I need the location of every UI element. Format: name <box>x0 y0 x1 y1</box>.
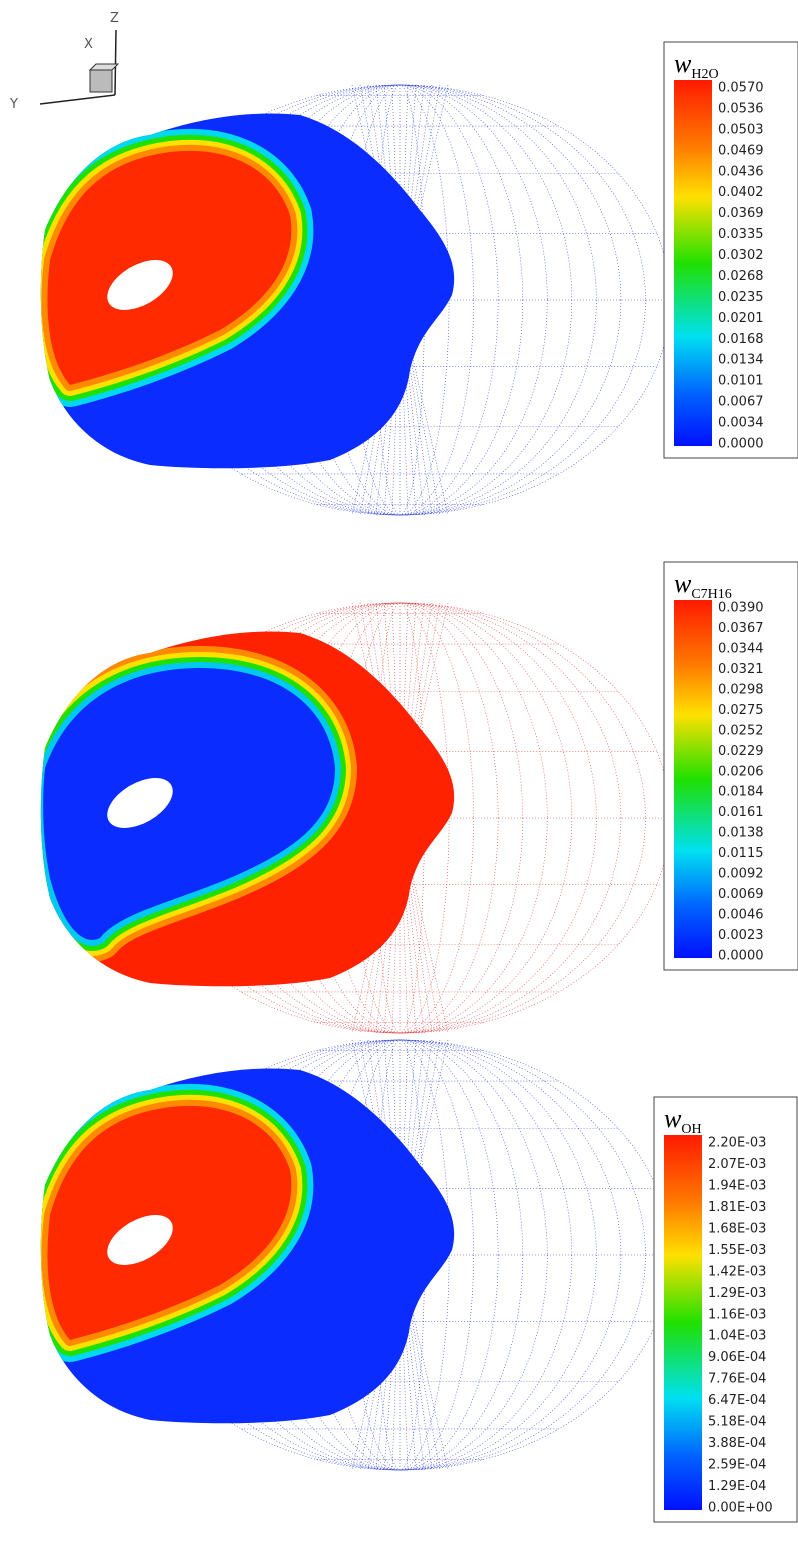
legend-tick-label: 0.0268 <box>718 269 764 284</box>
axis-label: Y <box>9 97 18 112</box>
legend-tick-label: 0.0570 <box>718 81 764 96</box>
legend-symbol: w <box>664 1104 682 1133</box>
legend-tick-label: 2.59E-04 <box>708 1458 766 1473</box>
legend-tick-label: 0.0092 <box>718 867 764 882</box>
legend-tick-label: 1.68E-03 <box>708 1221 766 1236</box>
legend-tick-label: 6.47E-04 <box>708 1393 766 1408</box>
legend-tick-label: 1.04E-03 <box>708 1329 766 1344</box>
legend-tick-label: 1.42E-03 <box>708 1264 766 1279</box>
legend-tick-label: 0.0275 <box>718 703 764 718</box>
contour-surface <box>0 0 500 500</box>
legend-tick-label: 0.0369 <box>718 206 764 221</box>
legend-tick-label: 0.0168 <box>718 332 764 347</box>
colorbar <box>664 1135 702 1510</box>
legend-tick-label: 1.94E-03 <box>708 1178 766 1193</box>
legend-tick-label: 0.0298 <box>718 682 764 697</box>
legend: wC7H160.03900.03670.03440.03210.02980.02… <box>664 562 798 970</box>
legend-tick-label: 7.76E-04 <box>708 1372 766 1387</box>
legend-tick-label: 2.07E-03 <box>708 1157 766 1172</box>
legend-tick-label: 0.0069 <box>718 887 764 902</box>
legend-tick-label: 0.0367 <box>718 621 764 636</box>
legend-tick-label: 0.0536 <box>718 101 764 116</box>
legend-tick-label: 0.0034 <box>718 416 764 431</box>
legend-tick-label: 2.20E-03 <box>708 1136 766 1151</box>
legend-tick-label: 1.16E-03 <box>708 1307 766 1322</box>
legend-tick-label: 1.29E-04 <box>708 1479 766 1494</box>
legend-tick-label: 1.81E-03 <box>708 1200 766 1215</box>
legend-symbol: w <box>674 569 692 598</box>
legend-subscript: H2O <box>691 67 718 82</box>
legend-tick-label: 0.0436 <box>718 164 764 179</box>
legend-tick-label: 0.0503 <box>718 122 764 137</box>
axis-label: Z <box>110 11 119 26</box>
legend-tick-label: 0.0134 <box>718 353 764 368</box>
plot-panel <box>0 518 670 1033</box>
legend-tick-label: 0.0235 <box>718 290 764 305</box>
axes-triad: Y X Z <box>9 11 119 112</box>
legend-tick-label: 0.0229 <box>718 744 764 759</box>
legend-tick-label: 0.0252 <box>718 723 764 738</box>
legend-tick-label: 0.0046 <box>718 908 764 923</box>
legend-tick-label: 0.0161 <box>718 805 764 820</box>
axis-label: X <box>84 37 93 52</box>
colorbar <box>674 600 712 958</box>
colorbar <box>674 80 712 446</box>
legend-tick-label: 0.0000 <box>718 949 764 964</box>
legend-tick-label: 0.0184 <box>718 785 764 800</box>
legend-tick-label: 0.0201 <box>718 311 764 326</box>
legend-tick-label: 5.18E-04 <box>708 1415 766 1430</box>
legend: wOH 2.20E-03 2.07E-03 1.94E-03 1.81E-03 1.68E… <box>654 1097 797 1522</box>
legend-tick-label: 0.0206 <box>718 764 764 779</box>
legend-tick-label: 0.0000 <box>718 437 764 452</box>
legend-tick-label: 0.0138 <box>718 826 764 841</box>
legend-symbol: w <box>674 49 692 78</box>
legend-tick-label: 0.0402 <box>718 185 764 200</box>
legend-tick-label: 9.06E-04 <box>708 1350 766 1365</box>
legend-tick-label: 0.0335 <box>718 227 764 242</box>
legend-tick-label: 0.0101 <box>718 374 764 389</box>
legend-tick-label: 0.0115 <box>718 846 764 861</box>
legend-tick-label: 0.0023 <box>718 928 764 943</box>
legend-tick-label: 0.0321 <box>718 662 764 677</box>
legend-tick-label: 0.0469 <box>718 143 764 158</box>
legend-tick-label: 3.88E-04 <box>708 1436 766 1451</box>
legend-tick-label: 0.0390 <box>718 601 764 616</box>
legend-tick-label: 0.0302 <box>718 248 764 263</box>
legend-tick-label: 0.00E+00 <box>708 1501 773 1516</box>
legend-tick-label: 1.55E-03 <box>708 1243 766 1258</box>
legend-tick-label: 0.0344 <box>718 641 764 656</box>
plot-panel <box>0 955 670 1470</box>
legend-tick-label: 0.0067 <box>718 395 764 410</box>
contour-surface <box>0 518 500 1018</box>
page: Y X Z wH2O0.05700.05360.05030.04690.0436… <box>0 0 798 1567</box>
legend-subscript: OH <box>681 1122 701 1137</box>
legend-tick-label: 1.29E-03 <box>708 1286 766 1301</box>
